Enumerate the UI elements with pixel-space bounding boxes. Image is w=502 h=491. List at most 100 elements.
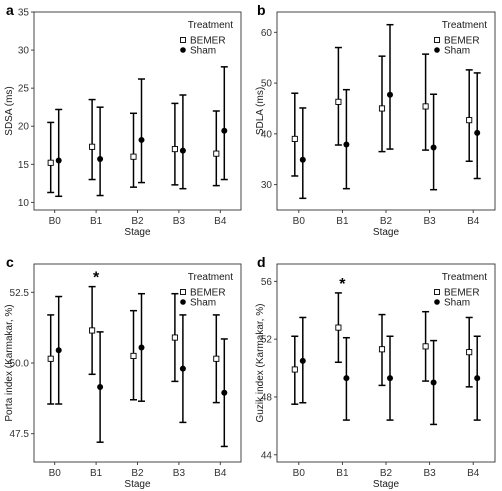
legend-key-sham: [180, 47, 186, 53]
legend-key-bemer: [434, 37, 440, 43]
legend-title: Treatment: [442, 272, 487, 283]
data-point-bemer: [89, 143, 96, 150]
data-point-sham: [474, 129, 481, 136]
series-sham: [299, 23, 481, 200]
x-tick-label: B2: [380, 216, 393, 227]
legend-label: BEMER: [444, 288, 480, 299]
x-tick-label: B1: [90, 468, 103, 479]
series-sham: [299, 316, 481, 426]
data-point-sham: [179, 147, 186, 154]
legend-key-bemer: [434, 289, 440, 295]
legend-label: BEMER: [190, 288, 226, 299]
y-tick-label: 48: [261, 392, 273, 403]
data-point-sham: [474, 375, 481, 382]
data-point-bemer: [291, 135, 298, 142]
x-tick-label: B1: [90, 216, 103, 227]
y-axis-title: Guzik index (Karmakar, %): [255, 304, 266, 423]
data-point-bemer: [213, 355, 220, 362]
data-point-sham: [55, 347, 62, 354]
x-tick-label: B4: [214, 468, 227, 479]
legend-key-bemer: [180, 37, 186, 43]
y-tick-label: 20: [18, 122, 30, 133]
x-tick-label: B0: [49, 216, 62, 227]
y-axis-title: Porta index (Karmakar, %): [4, 304, 15, 421]
data-point-bemer: [171, 146, 178, 153]
data-point-sham: [299, 156, 306, 163]
x-axis-title: Stage: [373, 227, 400, 238]
y-tick-label: 25: [18, 84, 30, 95]
y-tick-label: 10: [18, 198, 30, 209]
y-axis-title: SDLA (ms): [255, 87, 266, 135]
panel-a: a 10 15 20 25 30 35 B0 B1 B2 B3 B4 Stage SDSA (ms) Tre…: [4, 2, 242, 238]
legend-label: Sham: [444, 298, 470, 309]
x-tick-label: B3: [423, 468, 436, 479]
x-axis-title: Stage: [124, 479, 151, 490]
data-point-sham: [387, 375, 393, 382]
data-point-sham: [138, 136, 145, 143]
legend-label: BEMER: [444, 36, 480, 47]
x-axis-title: Stage: [124, 227, 151, 238]
data-point-bemer: [422, 103, 429, 110]
y-tick-label: 56: [261, 277, 273, 288]
data-point-sham: [343, 141, 350, 148]
x-tick-label: B2: [380, 468, 393, 479]
legend-title: Treatment: [442, 20, 487, 31]
y-axis-title: SDSA (ms): [4, 86, 15, 135]
legend-key-sham: [180, 299, 186, 305]
data-point-sham: [97, 384, 104, 391]
data-point-bemer: [335, 98, 342, 105]
data-point-bemer: [171, 334, 178, 341]
x-tick-label: B0: [49, 468, 62, 479]
data-point-sham: [221, 389, 228, 396]
series-bemer: [291, 46, 473, 177]
data-point-bemer: [130, 352, 137, 359]
x-tick-label: B2: [131, 216, 144, 227]
data-point-sham: [430, 144, 437, 151]
x-tick-label: B4: [467, 216, 480, 227]
data-point-bemer: [47, 159, 54, 166]
data-point-bemer: [378, 346, 386, 353]
y-tick-label: 30: [261, 180, 273, 191]
y-tick-label: 44: [261, 450, 273, 461]
data-point-bemer: [89, 327, 96, 334]
y-tick-label: 50.0: [10, 359, 30, 370]
legend-title: Treatment: [188, 20, 233, 31]
x-tick-label: B0: [293, 468, 306, 479]
legend-key-bemer: [180, 289, 186, 295]
data-point-sham: [299, 357, 306, 364]
x-tick-label: B3: [423, 216, 436, 227]
data-point-bemer: [335, 324, 342, 331]
y-tick-label: 35: [18, 8, 30, 19]
data-point-sham: [97, 155, 104, 162]
legend-key-sham: [434, 47, 440, 53]
x-tick-label: B1: [336, 216, 349, 227]
y-tick-label: 52: [261, 335, 273, 346]
data-point-bemer: [466, 349, 473, 356]
panel-letter: b: [257, 2, 266, 18]
data-point-sham: [343, 375, 350, 382]
data-point-bemer: [466, 117, 473, 124]
data-point-bemer: [422, 343, 429, 350]
data-point-bemer: [378, 105, 386, 112]
y-tick-label: 47.5: [10, 429, 30, 440]
legend-label: Sham: [190, 298, 216, 309]
x-tick-label: B3: [173, 216, 186, 227]
data-point-bemer: [130, 153, 137, 160]
x-tick-label: B4: [467, 468, 480, 479]
x-tick-label: B2: [131, 468, 144, 479]
y-tick-label: 15: [18, 160, 30, 171]
y-tick-label: 50: [261, 79, 273, 90]
legend-label: Sham: [444, 46, 470, 57]
y-tick-label: 60: [261, 28, 273, 39]
x-axis-title: Stage: [373, 479, 400, 490]
data-point-bemer: [47, 355, 54, 362]
panel-letter: c: [6, 254, 14, 270]
data-point-bemer: [213, 150, 220, 157]
panel-c: c 47.5 50.0 52.5 B0 B1 B2 B3 B4 Stage Porta index …: [4, 254, 242, 490]
x-tick-label: B4: [214, 216, 227, 227]
series-bemer: [47, 285, 220, 405]
